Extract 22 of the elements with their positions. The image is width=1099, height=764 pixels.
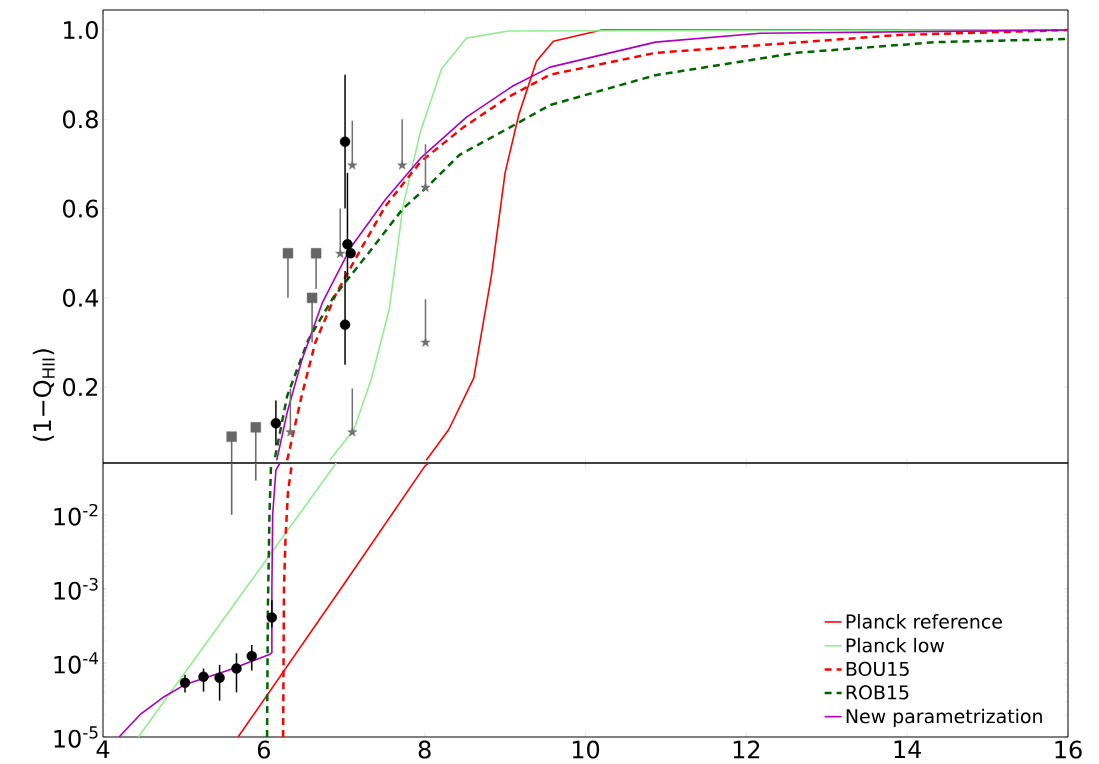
legend-label: New parametrization: [846, 708, 1042, 728]
x-tick-label: 14: [894, 740, 922, 758]
legend-label: Planck low: [846, 637, 945, 653]
y-tick-label: 0.6: [63, 199, 98, 218]
y-tick-label: 0.2: [63, 378, 98, 397]
y-tick-label: 0.4: [63, 288, 99, 307]
y-tick-label: 10$^{-3}$: [54, 577, 98, 600]
x-tick-label: 10: [572, 740, 600, 759]
y-tick-label: 10$^{-2}$: [54, 503, 98, 526]
legend-label: ROB15: [846, 685, 909, 700]
legend-label: Planck reference: [846, 614, 1002, 629]
x-tick-label: 4: [96, 740, 110, 758]
y-tick-label: 10$^{-4}$: [54, 652, 99, 674]
x-tick-label: 8: [418, 740, 431, 759]
x-tick-label: 12: [733, 740, 760, 759]
y-tick-label: 1.0: [64, 21, 98, 40]
y-axis-title: (1−Q$_{HII}$): [32, 349, 55, 441]
x-tick-label: 6: [257, 740, 270, 759]
legend-label: BOU15: [846, 661, 909, 677]
x-tick-label: 16: [1055, 740, 1082, 759]
y-tick-label: 0.8: [63, 110, 98, 129]
y-tick-label: 10$^{-5}$: [54, 726, 98, 748]
